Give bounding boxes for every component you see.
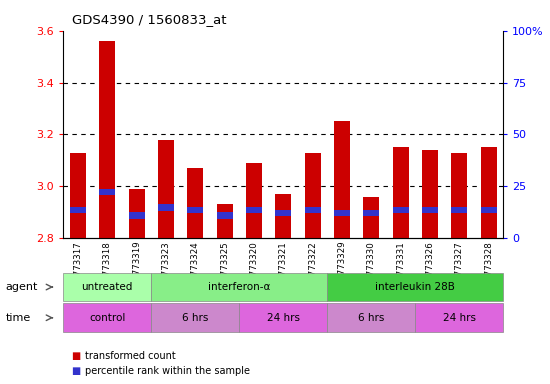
Text: GDS4390 / 1560833_at: GDS4390 / 1560833_at — [72, 13, 226, 26]
Bar — [246, 163, 262, 238]
Bar — [363, 197, 379, 238]
Bar — [187, 207, 204, 214]
Bar — [275, 210, 292, 216]
Bar — [334, 210, 350, 216]
Bar — [217, 212, 233, 218]
Text: 24 hrs: 24 hrs — [443, 313, 476, 323]
Bar — [481, 147, 497, 238]
Bar — [481, 207, 497, 214]
Bar — [393, 147, 409, 238]
Bar — [187, 168, 204, 238]
Text: 6 hrs: 6 hrs — [358, 313, 384, 323]
Bar — [99, 41, 116, 238]
Bar — [363, 210, 379, 216]
Text: interleukin 28B: interleukin 28B — [375, 282, 455, 292]
Bar — [99, 189, 116, 195]
Bar — [129, 189, 145, 238]
Bar — [422, 150, 438, 238]
Bar — [451, 207, 468, 214]
Text: percentile rank within the sample: percentile rank within the sample — [85, 366, 250, 376]
Bar — [422, 207, 438, 214]
Text: untreated: untreated — [81, 282, 133, 292]
Text: ■: ■ — [72, 351, 81, 361]
Bar — [334, 121, 350, 238]
Bar — [275, 194, 292, 238]
Text: 6 hrs: 6 hrs — [182, 313, 208, 323]
Bar — [70, 152, 86, 238]
Bar — [451, 152, 468, 238]
Bar — [129, 212, 145, 218]
Text: control: control — [89, 313, 125, 323]
Bar — [305, 207, 321, 214]
Bar — [70, 207, 86, 214]
Bar — [158, 204, 174, 211]
Bar — [246, 207, 262, 214]
Bar — [393, 207, 409, 214]
Bar — [217, 204, 233, 238]
Text: time: time — [6, 313, 31, 323]
Bar — [158, 139, 174, 238]
Text: ■: ■ — [72, 366, 81, 376]
Text: transformed count: transformed count — [85, 351, 176, 361]
Text: 24 hrs: 24 hrs — [267, 313, 300, 323]
Bar — [305, 152, 321, 238]
Text: agent: agent — [6, 282, 38, 292]
Text: interferon-α: interferon-α — [208, 282, 271, 292]
